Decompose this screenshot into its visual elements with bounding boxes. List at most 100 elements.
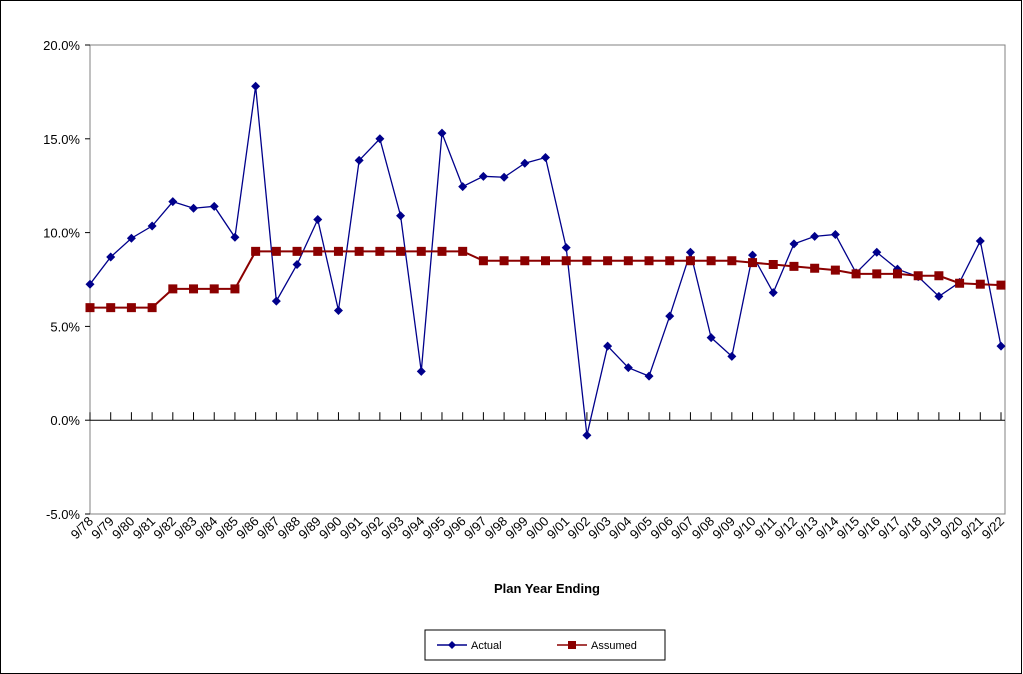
data-point	[685, 247, 695, 257]
data-point	[561, 256, 571, 266]
series	[85, 246, 1006, 313]
data-point	[623, 256, 633, 266]
data-point	[375, 134, 385, 144]
data-point	[313, 214, 323, 224]
data-point	[189, 203, 199, 213]
data-point	[292, 259, 302, 269]
data-point	[520, 158, 530, 168]
series	[85, 81, 1006, 440]
data-point	[333, 305, 343, 315]
data-point	[768, 259, 778, 269]
data-point	[478, 256, 488, 266]
legend-label: Actual	[471, 640, 502, 652]
data-point	[209, 284, 219, 294]
data-point	[458, 246, 468, 256]
data-point	[416, 246, 426, 256]
data-point	[706, 256, 716, 266]
data-point	[934, 271, 944, 281]
data-point	[913, 271, 923, 281]
legend-marker	[448, 641, 456, 649]
data-point	[333, 246, 343, 256]
data-point	[810, 231, 820, 241]
data-point	[748, 258, 758, 268]
data-point	[872, 247, 882, 257]
data-point	[396, 246, 406, 256]
plot-area	[89, 44, 1006, 515]
data-point	[354, 246, 364, 256]
data-point	[872, 269, 882, 279]
data-point	[499, 172, 509, 182]
data-point	[85, 303, 95, 313]
data-point	[582, 430, 592, 440]
data-point	[458, 182, 468, 192]
data-point	[851, 269, 861, 279]
data-point	[603, 256, 613, 266]
data-point	[996, 280, 1006, 290]
data-point	[251, 81, 261, 91]
data-point	[665, 311, 675, 321]
data-point	[499, 256, 509, 266]
data-point	[644, 371, 654, 381]
data-point	[934, 291, 944, 301]
y-tick-label: 20.0%	[43, 38, 80, 53]
data-point	[603, 341, 613, 351]
data-point	[520, 256, 530, 266]
legend-marker	[568, 641, 576, 649]
data-point	[706, 333, 716, 343]
data-point	[147, 303, 157, 313]
data-point	[975, 236, 985, 246]
data-point	[416, 366, 426, 376]
data-point	[975, 279, 985, 289]
data-point	[189, 284, 199, 294]
data-point	[251, 246, 261, 256]
data-point	[768, 288, 778, 298]
data-point	[582, 256, 592, 266]
data-point	[541, 256, 550, 266]
data-point	[644, 256, 654, 266]
y-tick-label: 5.0%	[50, 319, 80, 334]
y-tick-label: 15.0%	[43, 132, 80, 147]
data-point	[830, 229, 840, 239]
data-point	[396, 211, 406, 221]
data-point	[106, 303, 116, 313]
data-point	[271, 246, 281, 256]
data-point	[561, 243, 571, 253]
data-point	[85, 279, 95, 289]
data-point	[437, 128, 447, 138]
data-point	[313, 246, 323, 256]
data-point	[541, 153, 550, 163]
data-point	[727, 256, 737, 266]
legend-label: Assumed	[591, 640, 637, 652]
data-point	[685, 256, 695, 266]
data-point	[209, 201, 219, 211]
y-tick-label: 10.0%	[43, 226, 80, 241]
data-point	[126, 303, 136, 313]
data-point	[168, 284, 178, 294]
data-point	[168, 197, 178, 207]
data-point	[437, 246, 447, 256]
data-point	[892, 269, 902, 279]
data-point	[375, 246, 385, 256]
data-point	[126, 233, 136, 243]
data-point	[292, 246, 302, 256]
data-point	[748, 250, 758, 260]
data-point	[665, 256, 675, 266]
y-tick-label: -5.0%	[46, 507, 80, 522]
y-tick-label: 0.0%	[50, 413, 80, 428]
data-point	[230, 232, 240, 242]
data-point	[789, 261, 799, 271]
data-point	[478, 171, 488, 181]
data-point	[996, 341, 1006, 351]
data-point	[230, 284, 240, 294]
data-point	[354, 155, 364, 165]
data-point	[147, 221, 157, 231]
data-point	[271, 296, 281, 306]
data-point	[955, 278, 965, 288]
data-point	[623, 363, 633, 373]
data-point	[106, 252, 116, 262]
data-point	[789, 239, 799, 249]
x-axis-title: Plan Year Ending	[494, 581, 600, 596]
data-point	[727, 351, 737, 361]
data-point	[830, 265, 840, 275]
